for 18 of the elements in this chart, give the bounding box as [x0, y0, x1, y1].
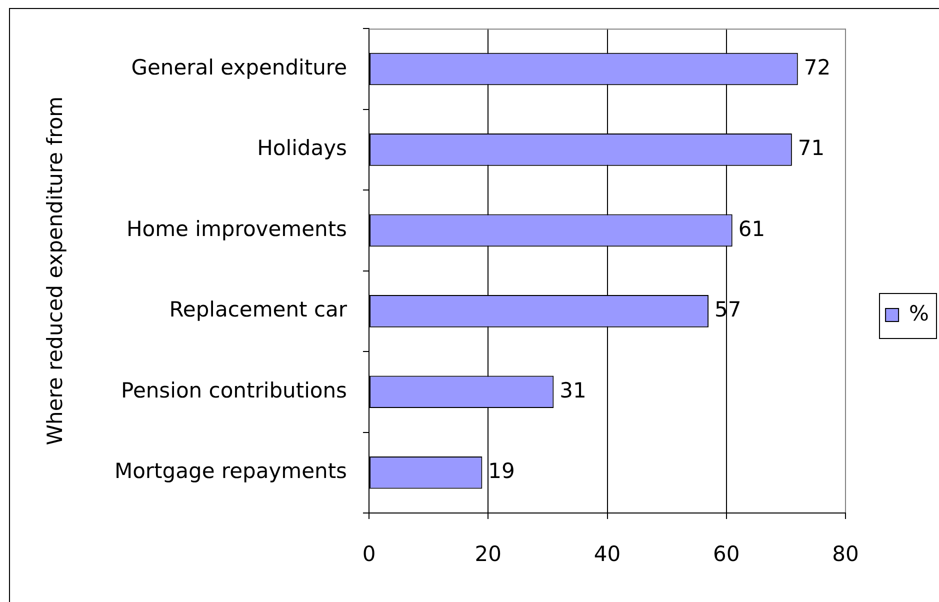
x-tick-label: 60	[713, 542, 740, 566]
y-tick-label: Replacement car	[169, 298, 348, 322]
data-label: 31	[560, 378, 586, 402]
data-label: 71	[798, 136, 825, 160]
x-tick-label: 40	[594, 542, 621, 566]
legend-label: %	[909, 301, 930, 326]
y-tick-label: General expenditure	[131, 55, 347, 80]
x-tick-label: 80	[832, 542, 859, 566]
data-label: 61	[738, 216, 766, 241]
x-tick-label: 20	[474, 542, 502, 566]
y-tick-label: Pension contributions	[121, 378, 347, 402]
y-tick-label: Mortgage repayments	[114, 459, 347, 484]
x-tick-label: 0	[362, 542, 376, 566]
y-tick-label: Home improvements	[126, 216, 347, 241]
y-tick-label: Holidays	[257, 136, 347, 160]
y-axis-title: Where reduced expenditure from	[43, 96, 68, 446]
data-label: 72	[804, 55, 831, 80]
data-label: 19	[488, 459, 515, 484]
